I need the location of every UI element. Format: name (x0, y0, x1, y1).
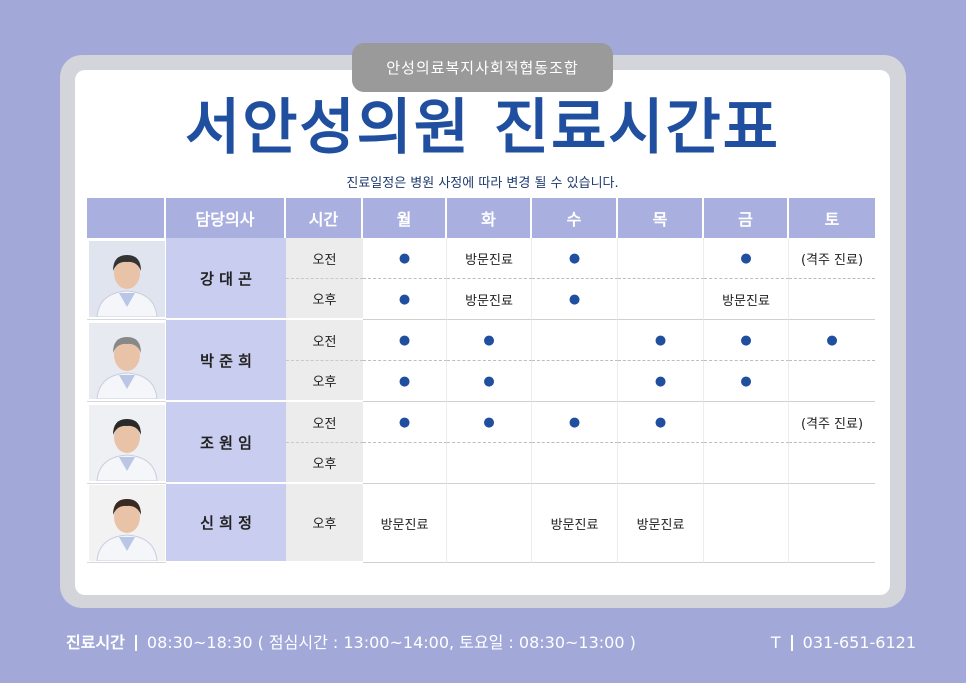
clinic-dot: ● (789, 320, 875, 361)
column-header: 목 (618, 198, 704, 238)
avatar (88, 485, 165, 561)
doctor-name: 조 원 임 (166, 402, 286, 484)
column-header: 월 (363, 198, 447, 238)
schedule-cell: (격주 진료) (789, 238, 875, 279)
avatar (88, 322, 165, 399)
schedule-cell (532, 320, 618, 361)
header-cell (87, 198, 166, 238)
doctor-photo (87, 238, 166, 320)
schedule-cell (789, 361, 875, 402)
session-time: 오후 (286, 279, 363, 320)
column-header: 금 (704, 198, 789, 238)
schedule-cell: 방문진료 (532, 484, 618, 563)
session-time: 오후 (286, 484, 363, 563)
schedule-cell (789, 443, 875, 484)
separator (134, 635, 137, 651)
doctor-name: 강 대 곤 (166, 238, 286, 320)
clinic-dot: ● (618, 361, 704, 402)
doctor-name: 신 희 정 (166, 484, 286, 563)
clinic-dot: ● (363, 320, 447, 361)
clinic-dot: ● (532, 402, 618, 443)
footer-label: 진료시간 (66, 633, 125, 652)
column-header: 화 (447, 198, 532, 238)
subtitle: 진료일정은 병원 사정에 따라 변경 될 수 있습니다. (346, 176, 619, 191)
avatar (88, 404, 165, 481)
schedule-cell: 방문진료 (618, 484, 704, 563)
schedule-cell (532, 361, 618, 402)
phone: T 031-651-6121 (771, 632, 916, 654)
column-header: 수 (532, 198, 618, 238)
separator (790, 635, 793, 651)
footer: 진료시간 08:30~18:30 ( 점심시간 : 13:00~14:00, 토… (66, 632, 636, 654)
schedule-cell (618, 443, 704, 484)
schedule-cell (618, 238, 704, 279)
schedule-cell: (격주 진료) (789, 402, 875, 443)
doctor-photo (87, 484, 166, 563)
column-header: 시간 (286, 198, 363, 238)
clinic-dot: ● (618, 320, 704, 361)
session-time: 오후 (286, 443, 363, 484)
session-time: 오전 (286, 238, 363, 279)
clinic-dot: ● (704, 361, 789, 402)
clinic-dot: ● (447, 402, 532, 443)
clinic-dot: ● (363, 279, 447, 320)
session-time: 오전 (286, 402, 363, 443)
schedule-cell (789, 484, 875, 563)
schedule-cell: 방문진료 (447, 279, 532, 320)
schedule-cell (704, 402, 789, 443)
schedule-cell (789, 279, 875, 320)
schedule-cell (363, 443, 447, 484)
clinic-dot: ● (532, 279, 618, 320)
schedule-cell: 방문진료 (447, 238, 532, 279)
schedule-cell (447, 443, 532, 484)
schedule-cell (447, 484, 532, 563)
organization-tab: 안성의료복지사회적협동조합 (352, 43, 613, 92)
clinic-dot: ● (447, 320, 532, 361)
column-header: 담당의사 (166, 198, 286, 238)
schedule-cell (532, 443, 618, 484)
column-header: 토 (789, 198, 875, 238)
phone-number: 031-651-6121 (802, 633, 916, 652)
clinic-dot: ● (532, 238, 618, 279)
clinic-dot: ● (704, 238, 789, 279)
doctor-photo (87, 320, 166, 402)
schedule-cell (704, 443, 789, 484)
doctor-photo (87, 402, 166, 484)
clinic-dot: ● (363, 402, 447, 443)
schedule-cell: 방문진료 (363, 484, 447, 563)
clinic-dot: ● (363, 238, 447, 279)
clinic-dot: ● (618, 402, 704, 443)
schedule-cell: 방문진료 (704, 279, 789, 320)
session-time: 오후 (286, 361, 363, 402)
title: 서안성의원 진료시간표 (185, 93, 780, 163)
avatar (88, 240, 165, 317)
phone-label: T (770, 633, 781, 652)
schedule-cell (618, 279, 704, 320)
schedule-cell (704, 484, 789, 563)
footer-hours: 08:30~18:30 ( 점심시간 : 13:00~14:00, 토요일 : … (146, 633, 636, 652)
clinic-dot: ● (447, 361, 532, 402)
clinic-dot: ● (363, 361, 447, 402)
doctor-name: 박 준 희 (166, 320, 286, 402)
session-time: 오전 (286, 320, 363, 361)
clinic-dot: ● (704, 320, 789, 361)
